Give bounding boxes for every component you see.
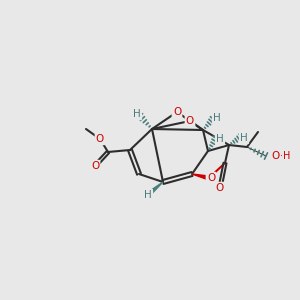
Text: H: H — [216, 134, 224, 144]
Text: O: O — [91, 161, 99, 171]
Text: H: H — [144, 190, 152, 200]
Polygon shape — [149, 182, 163, 194]
Text: O: O — [216, 183, 224, 193]
Text: O: O — [207, 173, 215, 183]
Text: O: O — [173, 107, 181, 117]
Polygon shape — [192, 174, 209, 180]
Text: O: O — [271, 151, 279, 161]
Text: H: H — [240, 133, 248, 143]
Text: O: O — [186, 116, 194, 126]
Text: H: H — [133, 109, 141, 119]
Text: O: O — [96, 134, 104, 144]
Text: ·H: ·H — [280, 151, 290, 161]
Text: H: H — [213, 113, 221, 123]
